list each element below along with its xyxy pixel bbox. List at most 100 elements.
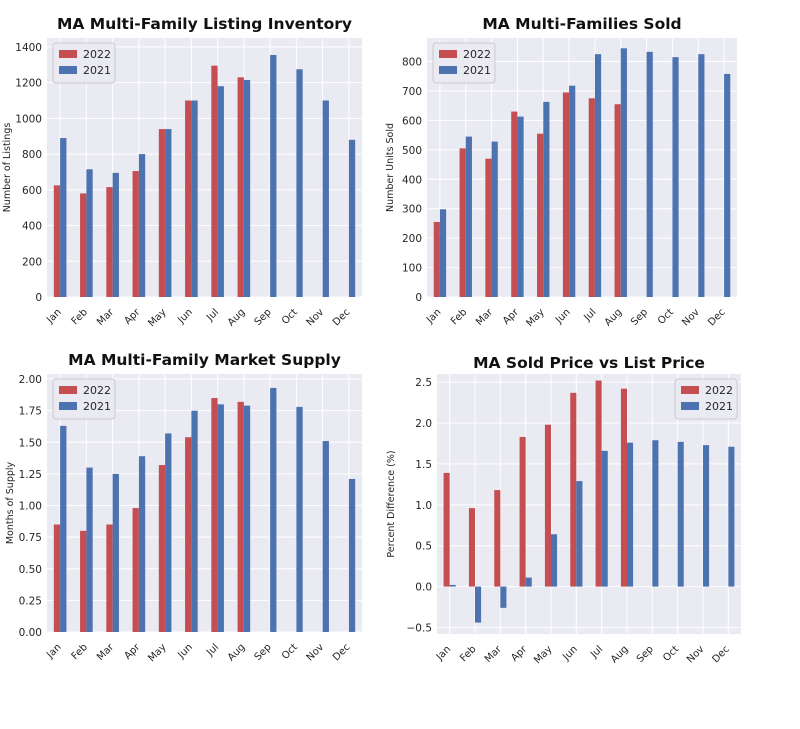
bar-2021 <box>270 54 277 297</box>
x-tick-label: Apr <box>122 306 143 327</box>
y-tick-label: 1.75 <box>19 406 42 418</box>
y-tick-label: 0.25 <box>19 595 42 607</box>
bar-2021 <box>217 404 224 632</box>
x-tick-label: Apr <box>509 643 530 664</box>
x-tick-label: Jul <box>204 642 221 659</box>
legend-swatch-2022 <box>439 50 457 58</box>
x-tick-label: Mar <box>95 306 117 328</box>
y-tick-label: 1.5 <box>415 459 432 471</box>
x-tick-label: Aug <box>609 644 631 666</box>
bar-2022 <box>614 104 621 297</box>
legend-swatch-2021 <box>681 402 699 410</box>
bar-2022 <box>132 508 139 632</box>
bar-2021 <box>270 387 277 632</box>
bar-2021 <box>138 154 146 297</box>
y-tick-label: −0.5 <box>407 622 433 634</box>
y-tick-label: 800 <box>402 57 422 69</box>
bar-2022 <box>211 398 218 632</box>
y-tick-label: 2.00 <box>19 374 42 386</box>
x-tick-label: Sep <box>629 307 650 328</box>
legend-label: 2021 <box>463 64 491 77</box>
bar-2022 <box>519 436 526 587</box>
x-tick-label: Oct <box>661 644 681 664</box>
bar-2021 <box>348 478 356 632</box>
x-tick-label: Nov <box>685 644 707 666</box>
bar-2022 <box>158 465 166 632</box>
y-tick-label: 700 <box>402 86 422 98</box>
bar-2021 <box>165 433 172 632</box>
bar-2021 <box>646 51 653 298</box>
bar-2022 <box>185 437 192 632</box>
x-tick-label: May <box>532 644 554 666</box>
bar-2021 <box>322 441 329 632</box>
x-tick-label: Feb <box>458 644 478 664</box>
y-tick-label: 600 <box>402 115 422 127</box>
bar-2021 <box>724 73 731 297</box>
bar-2021 <box>60 425 67 632</box>
chart-4: −0.5 0.0 0.5 1.0 1.5 2.0 2.5 Jan Feb Mar Apr May Jun… <box>386 354 741 666</box>
bar-2021 <box>551 534 558 587</box>
x-tick-label: Jun <box>175 642 195 662</box>
x-tick-label: Dec <box>331 307 352 328</box>
bar-2022 <box>537 133 544 297</box>
x-tick-label: Jan <box>44 642 63 661</box>
y-tick-label: 1400 <box>15 42 42 54</box>
x-tick-label: Jan <box>424 307 443 326</box>
bar-2021 <box>191 100 198 297</box>
x-tick-label: Jul <box>581 307 598 324</box>
bar-2021 <box>627 442 634 587</box>
bar-2021 <box>703 445 710 587</box>
chart-2: 0 100 200 300 400 500 600 700 800 Jan Feb Mar Apr May… <box>385 15 737 329</box>
bar-2021 <box>672 57 679 298</box>
y-tick-label: 100 <box>402 263 422 275</box>
bar-2022 <box>132 171 139 297</box>
y-tick-label: 1.25 <box>19 469 42 481</box>
bar-2022 <box>620 388 627 587</box>
bar-2022 <box>468 508 475 587</box>
y-tick-label: 0.50 <box>19 564 42 576</box>
bar-2021 <box>243 405 251 632</box>
x-tick-label: Jun <box>175 307 195 327</box>
x-tick-label: Oct <box>280 642 300 662</box>
y-tick-label: 500 <box>402 145 422 157</box>
bar-2022 <box>511 111 518 297</box>
y-tick-label: 1.0 <box>415 500 432 512</box>
bar-2021 <box>112 473 119 632</box>
chart-1: 0 200 400 600 800 1000 1200 1400 Jan Feb Mar Apr May… <box>2 15 362 329</box>
bar-2021 <box>620 48 627 298</box>
bar-2021 <box>698 54 705 297</box>
bar-2021 <box>652 440 659 587</box>
y-tick-label: 0.5 <box>415 541 432 553</box>
legend-swatch-2021 <box>439 66 457 74</box>
chart-title: MA Sold Price vs List Price <box>473 354 705 372</box>
x-tick-label: May <box>524 307 546 329</box>
y-axis-label: Months of Supply <box>5 461 16 544</box>
legend: 2022 2021 <box>52 378 116 420</box>
bar-2022 <box>211 65 218 297</box>
bar-2022 <box>562 92 570 298</box>
bar-2021 <box>439 209 447 297</box>
x-tick-label: Mar <box>474 306 496 328</box>
bar-2022 <box>459 148 466 297</box>
legend-swatch-2022 <box>681 386 699 394</box>
y-tick-label: 1.00 <box>19 501 42 513</box>
chart-title: MA Multi-Families Sold <box>482 15 681 33</box>
y-axis-label: Number Units Sold <box>385 123 396 212</box>
x-tick-label: May <box>146 642 168 664</box>
bar-2022 <box>237 401 244 632</box>
x-tick-label: Jan <box>44 307 63 326</box>
bar-2022 <box>185 100 192 297</box>
x-tick-label: Dec <box>710 644 731 665</box>
x-tick-label: Oct <box>280 307 300 327</box>
bar-2021 <box>728 446 735 587</box>
bar-2022 <box>588 98 595 297</box>
x-tick-label: Apr <box>501 306 522 327</box>
bar-2021 <box>296 406 303 632</box>
x-tick-label: Oct <box>656 307 676 327</box>
bar-2022 <box>544 424 551 587</box>
legend: 2022 2021 <box>432 42 496 84</box>
bar-2021 <box>86 467 93 632</box>
bar-2021 <box>348 139 356 297</box>
